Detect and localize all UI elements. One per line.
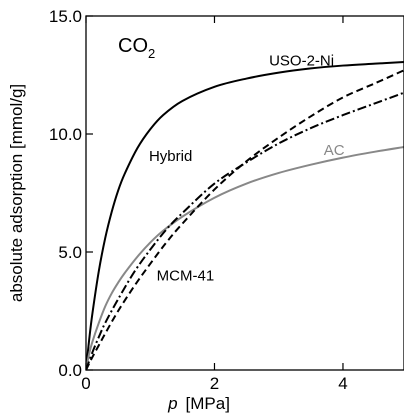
- series-label-mcm-41: MCM-41: [157, 267, 215, 284]
- series-line-hybrid: [86, 91, 404, 370]
- y-axis-title: absolute adsorption [mmol/g]: [7, 84, 26, 302]
- gas-label-main: CO: [118, 35, 148, 57]
- x-axis-title: p [MPa]: [167, 394, 230, 413]
- gas-label: CO2: [118, 35, 155, 61]
- x-axis-symbol: p: [167, 394, 177, 413]
- x-tick-label: 0: [81, 374, 90, 393]
- series-label-hybrid: Hybrid: [149, 148, 192, 165]
- y-tick-label: 10.0: [49, 125, 82, 144]
- y-tick-label: 0.0: [58, 361, 82, 380]
- x-tick-label: 2: [210, 374, 219, 393]
- x-axis-unit: [MPa]: [186, 394, 230, 413]
- label-layer: USO-2-Ni AC Hybrid MCM-41: [149, 53, 345, 285]
- series-line-mcm-41: [86, 69, 404, 370]
- x-tick-label: 4: [338, 374, 347, 393]
- tick-layer: 0 2 4 0.0 5.0 10.0 15.0: [49, 7, 348, 393]
- series-label-uso-2-ni: USO-2-Ni: [269, 53, 334, 70]
- plot-frame: [85, 15, 404, 371]
- y-tick-label: 5.0: [58, 243, 82, 262]
- series-label-ac: AC: [324, 142, 345, 159]
- gas-label-subscript: 2: [148, 46, 155, 61]
- series-line-uso-2-ni: [86, 61, 404, 370]
- series-line-ac: [86, 145, 404, 370]
- series-layer: [86, 61, 404, 370]
- y-tick-label: 15.0: [49, 7, 82, 26]
